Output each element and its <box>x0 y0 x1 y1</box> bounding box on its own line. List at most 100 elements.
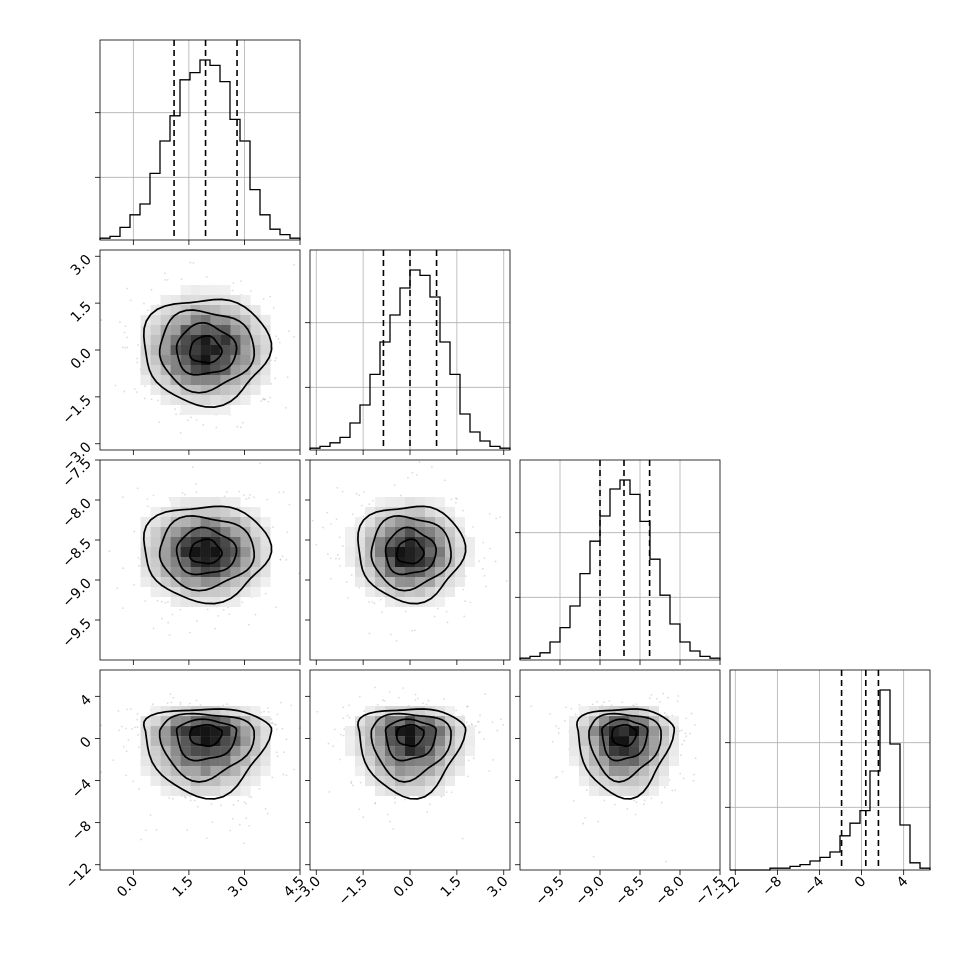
sample-point <box>192 261 195 264</box>
sample-point <box>478 560 481 563</box>
sample-point <box>463 615 466 618</box>
sample-point <box>335 557 337 560</box>
density-cell <box>190 517 201 527</box>
density-cell <box>385 557 395 567</box>
density-cell <box>190 375 201 385</box>
density-cell <box>435 716 445 727</box>
density-cell <box>150 507 161 517</box>
density-cell <box>355 766 365 777</box>
sample-point <box>243 842 246 845</box>
density-cell <box>599 756 609 767</box>
sample-point <box>386 813 389 816</box>
density-cell <box>230 365 241 375</box>
sample-point <box>328 791 331 793</box>
sample-point <box>146 309 149 312</box>
density-cell <box>240 756 251 767</box>
density-cell <box>365 567 375 577</box>
contour-line <box>611 724 638 748</box>
sample-point <box>274 377 277 380</box>
sample-point <box>347 596 349 599</box>
density-cell <box>180 756 191 767</box>
sample-point <box>402 687 405 689</box>
density-cell <box>180 746 191 757</box>
density-cell <box>170 587 181 597</box>
density-cell <box>385 497 395 507</box>
sample-point <box>248 824 251 827</box>
density-cell <box>445 716 455 727</box>
density-cell <box>619 736 629 747</box>
density-cell <box>405 547 415 557</box>
density-cell <box>355 716 365 727</box>
density-cell <box>375 746 385 757</box>
density-cell <box>210 726 221 737</box>
density-cell <box>435 587 445 597</box>
density-cell <box>230 395 241 405</box>
sample-point <box>482 738 485 740</box>
contour-line <box>357 708 467 800</box>
sample-point <box>179 432 182 434</box>
density-cell <box>619 746 629 757</box>
sample-point <box>149 814 152 817</box>
sample-point <box>267 400 270 403</box>
gridlines <box>734 670 905 870</box>
sample-point <box>270 718 273 720</box>
density-cell <box>220 497 231 507</box>
density-cell <box>160 756 171 767</box>
sample-point <box>411 629 413 632</box>
density-cell <box>405 766 415 777</box>
sample-point <box>143 397 146 400</box>
density-cell <box>210 746 221 757</box>
sample-point <box>164 236 166 238</box>
density-cell <box>260 345 271 355</box>
density-cell <box>250 547 261 557</box>
density-cell <box>619 716 629 727</box>
density-cell <box>425 597 435 607</box>
density-cell <box>230 776 241 787</box>
sample-point <box>470 723 473 725</box>
sample-point <box>343 728 346 731</box>
density-cell <box>579 736 589 747</box>
sample-point <box>358 586 361 589</box>
density-cell <box>435 756 445 767</box>
sample-point <box>481 567 484 570</box>
sample-point <box>266 707 269 709</box>
density-cell <box>435 517 445 527</box>
density-cell <box>415 587 425 597</box>
density-cell <box>375 567 385 577</box>
density-cell <box>385 756 395 767</box>
sample-point <box>136 726 139 728</box>
sample-point <box>338 557 341 560</box>
density-cell <box>170 557 181 567</box>
sample-point <box>650 693 653 696</box>
density-cell <box>250 385 261 395</box>
density-cell <box>190 736 201 747</box>
density-cell <box>395 766 405 777</box>
density-cell <box>150 335 161 345</box>
density-cell <box>250 335 261 345</box>
sample-point <box>483 557 486 560</box>
density-cell <box>375 547 385 557</box>
sample-point <box>280 701 282 704</box>
density-cell <box>649 776 659 787</box>
x-tick-label: 4 <box>894 873 912 891</box>
density-cell <box>365 726 375 737</box>
sample-point <box>150 398 153 401</box>
density-cell <box>435 736 445 747</box>
sample-point <box>643 803 645 806</box>
sample-point <box>190 416 192 419</box>
density-cell <box>669 716 679 727</box>
density-cell <box>230 497 241 507</box>
density-cell <box>220 385 231 395</box>
sample-point <box>374 801 377 804</box>
density-cell <box>649 746 659 757</box>
sample-point <box>681 743 683 746</box>
density-cell <box>405 756 415 767</box>
density-cell <box>190 325 201 335</box>
density-cell <box>639 746 649 757</box>
density-cell <box>170 736 181 747</box>
density-cell <box>160 335 171 345</box>
sample-point <box>179 701 182 704</box>
sample-point <box>358 494 361 497</box>
density-cell <box>365 716 375 727</box>
sample-point <box>250 796 253 799</box>
